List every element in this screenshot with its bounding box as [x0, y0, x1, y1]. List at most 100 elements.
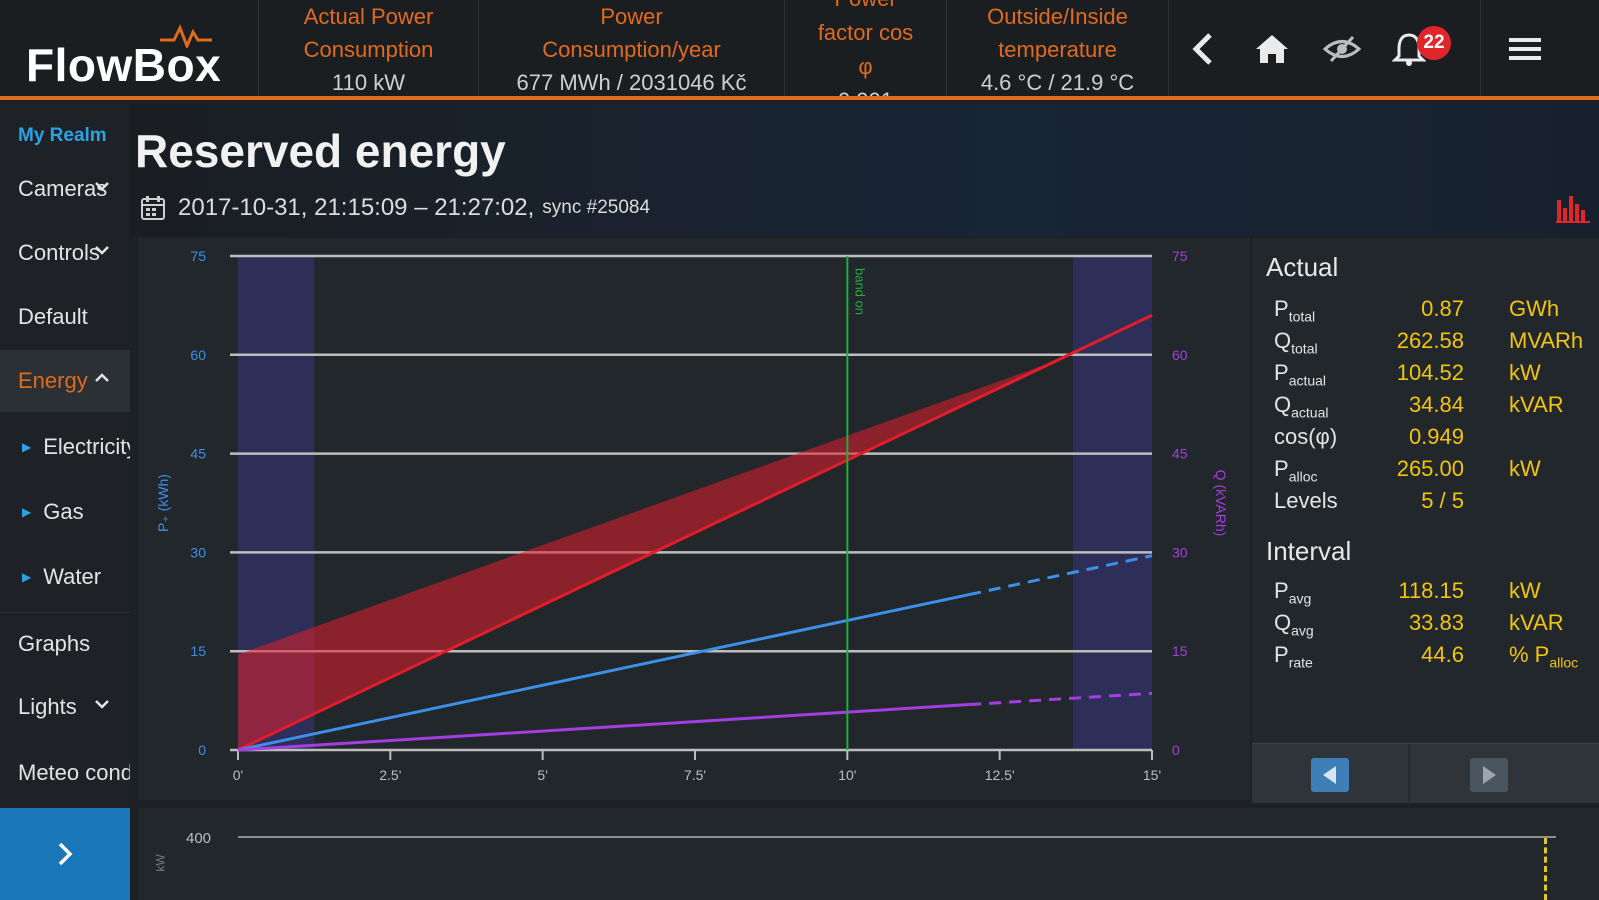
stat-label: Levels: [1274, 488, 1338, 513]
sidebar-item-water[interactable]: ▶ Water: [0, 546, 130, 608]
stat-unit: MVARh: [1509, 328, 1584, 353]
back-icon[interactable]: [1180, 26, 1226, 72]
sidebar-item-default[interactable]: Default: [0, 286, 130, 348]
chevron-down-icon: [95, 246, 109, 255]
stat-value: 44.6: [1421, 642, 1464, 667]
stat-row: Pavg 118.15 kW: [1274, 578, 1599, 610]
stat-label: Qactual: [1274, 392, 1329, 421]
home-icon[interactable]: [1249, 26, 1295, 72]
metric-title: φ: [858, 54, 873, 79]
sidebar-item-label: Controls: [18, 240, 100, 265]
y2-tick-label: 30: [1172, 544, 1188, 560]
sidebar-realm[interactable]: My Realm: [18, 125, 107, 146]
sidebar-item-label: Graphs: [18, 630, 91, 656]
stat-unit: % Palloc: [1509, 642, 1579, 671]
top-bar: FlowBox Actual Power Consumption 110 kW …: [0, 0, 1599, 100]
metric-value: 677 MWh / 2031046 Kč: [516, 70, 747, 95]
stats-pager: [1252, 743, 1599, 804]
stat-value: 0.949: [1408, 424, 1464, 449]
sidebar-item-graphs[interactable]: Graphs: [0, 612, 130, 674]
page-header: Reserved energy 2017-10-31, 21:15:09 – 2…: [130, 104, 1599, 236]
bar-chart-icon[interactable]: [1555, 192, 1591, 224]
menu-icon[interactable]: [1502, 26, 1548, 72]
next-page-button[interactable]: [1470, 758, 1508, 792]
stat-unit: kW: [1509, 360, 1541, 385]
stat-unit: kW: [1509, 578, 1541, 603]
metric-title: temperature: [998, 37, 1117, 62]
chevron-up-icon: [95, 373, 109, 382]
energy-chart-svg[interactable]: 0 0 15 15 30 30 45 45 60 60 75 75 0' 2.5' 5' 7.5' 10' 12.…: [138, 238, 1250, 800]
sidebar-item-lights[interactable]: Lights: [0, 676, 130, 738]
eye-off-icon[interactable]: [1319, 26, 1365, 72]
sidebar-item-gas[interactable]: ▶ Gas: [0, 481, 130, 543]
energy-chart[interactable]: 0 0 15 15 30 30 45 45 60 60 75 75 0' 2.5' 5' 7.5' 10' 12.…: [138, 238, 1250, 800]
stat-row: Ptotal 0.87 GWh: [1274, 296, 1599, 328]
stat-row: Prate 44.6 % Palloc: [1274, 642, 1599, 674]
notification-badge[interactable]: 22: [1417, 26, 1451, 60]
y-tick-label: 15: [190, 643, 206, 659]
stat-row: Levels 5 / 5: [1274, 488, 1599, 520]
caret-right-icon: ▶: [22, 505, 32, 519]
bottom-chart[interactable]: 400 kW: [138, 808, 1599, 900]
x-tick-label: 15': [1143, 767, 1161, 783]
prev-page-button[interactable]: [1311, 758, 1349, 792]
sidebar-item-electricity[interactable]: ▶ Electricity: [0, 416, 130, 478]
marker-label: band on: [852, 268, 867, 315]
stat-value: 104.52: [1396, 360, 1464, 385]
y2-tick-label: 60: [1172, 347, 1188, 363]
triangle-left-icon: [1323, 766, 1336, 784]
sidebar-expand-button[interactable]: [0, 808, 130, 900]
x-tick-label: 7.5': [684, 767, 706, 783]
y-tick-label: 0: [198, 742, 206, 758]
stat-unit: kVAR: [1509, 392, 1564, 417]
sidebar-item-label: Meteo conditions: [18, 760, 130, 785]
y-tick-label: 60: [190, 347, 206, 363]
y-tick-label: 75: [190, 248, 206, 264]
sync-label: sync #25084: [542, 197, 651, 218]
y-tick-label: 45: [190, 446, 206, 462]
sidebar-item-energy[interactable]: Energy: [0, 350, 130, 412]
y2-axis-label: Q (kVARh): [1213, 470, 1229, 537]
page-title: Reserved energy: [135, 125, 506, 177]
stat-unit: GWh: [1509, 296, 1560, 321]
sidebar-item-label: Lights: [18, 694, 77, 719]
stat-label: Qavg: [1274, 610, 1314, 639]
shaded-period: [1072, 256, 1152, 750]
metric-title: Consumption: [303, 37, 434, 62]
bottom-marker: [1544, 838, 1547, 900]
stat-label: Ptotal: [1274, 296, 1316, 325]
sidebar-item-controls[interactable]: Controls: [0, 222, 130, 284]
stats-panel: Actual Ptotal 0.87 GWh Qtotal 262.58 MVARh Pac…: [1252, 238, 1599, 804]
metric-title: Actual Power: [303, 4, 434, 29]
date-range[interactable]: 2017-10-31, 21:15:09 – 21:27:02, sync #2…: [140, 194, 650, 222]
metric-actual-power[interactable]: Actual Power Consumption 110 kW: [258, 0, 478, 96]
metric-title: Outside/Inside: [987, 4, 1128, 29]
series-line: [968, 554, 1153, 597]
sidebar-item-cameras[interactable]: Cameras: [0, 158, 130, 220]
caret-right-icon: ▶: [22, 570, 32, 584]
logo[interactable]: FlowBox: [26, 39, 222, 91]
metric-power-year[interactable]: Power Consumption/year 677 MWh / 2031046…: [478, 0, 784, 96]
bottom-y-label: kW: [153, 854, 168, 872]
sidebar: My Realm Cameras Controls Default Energy…: [0, 104, 130, 900]
sidebar-item-label: Electricity: [43, 434, 130, 459]
metric-value: 0.901: [785, 84, 946, 96]
triangle-right-icon: [1483, 766, 1496, 784]
metric-title: factor cos: [817, 20, 914, 45]
metric-title: Power: [785, 0, 946, 16]
sidebar-item-label: Default: [18, 304, 88, 329]
pulse-icon: [160, 24, 212, 48]
metric-title: Power: [600, 4, 663, 29]
y-axis-label: P₊ (kWh): [155, 474, 171, 532]
metric-temperature[interactable]: Outside/Inside temperature 4.6 °C / 21.9…: [946, 0, 1168, 96]
sidebar-item-label: Gas: [43, 499, 84, 524]
stat-value: 0.87: [1421, 296, 1464, 321]
y2-tick-label: 15: [1172, 643, 1188, 659]
y-tick-label: 30: [190, 544, 206, 560]
stat-row: Qavg 33.83 kVAR: [1274, 610, 1599, 642]
sidebar-item-meteo[interactable]: Meteo conditions: [0, 742, 130, 804]
date-range-text: 2017-10-31, 21:15:09 – 21:27:02,: [178, 194, 535, 221]
metric-power-factor[interactable]: Power factor cos φ 0.901: [784, 0, 946, 96]
bell-icon[interactable]: [1386, 26, 1432, 72]
stat-label: Palloc: [1274, 456, 1318, 485]
